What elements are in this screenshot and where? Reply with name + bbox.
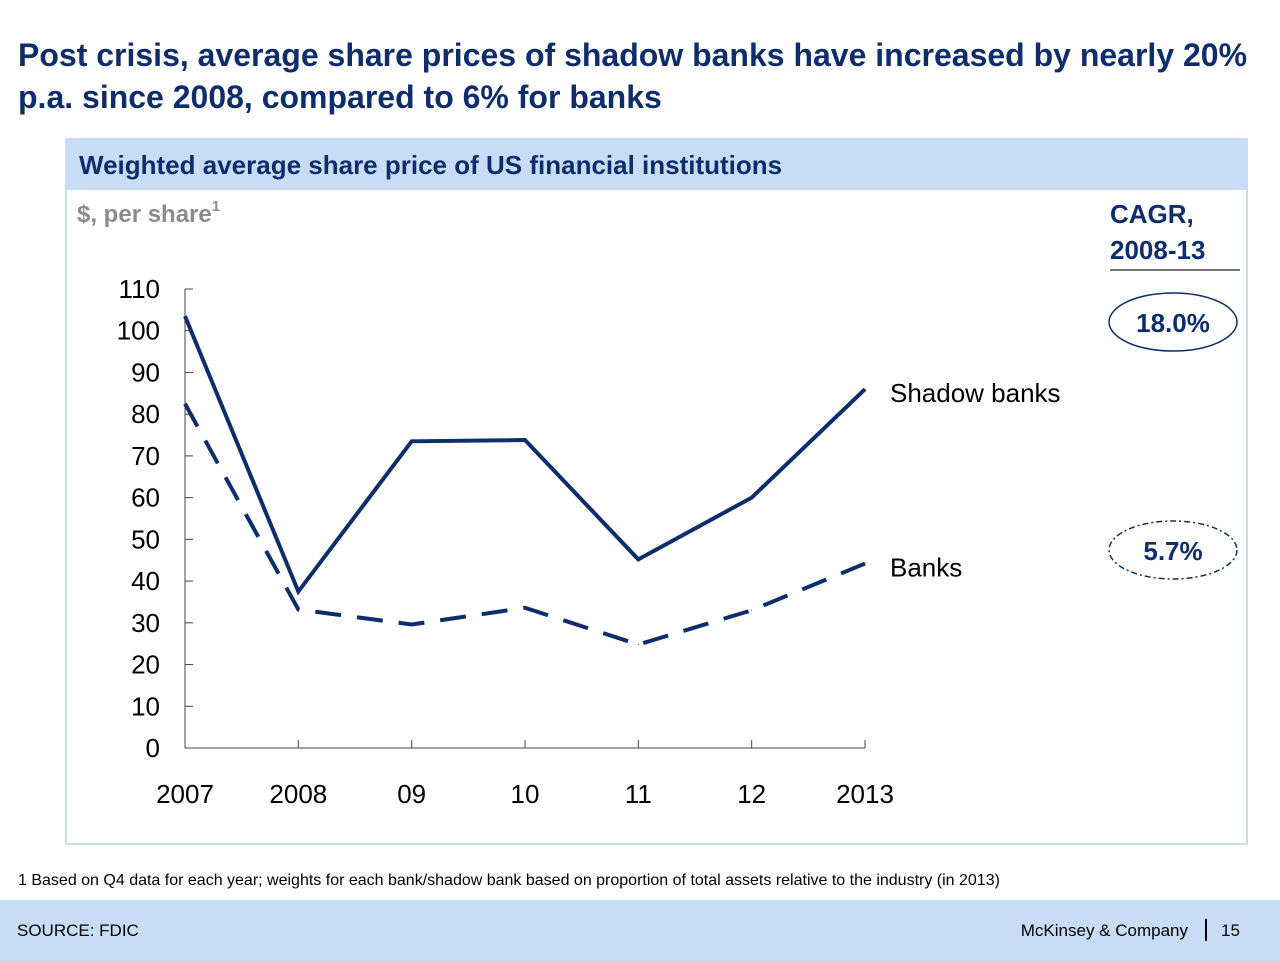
panel-header: Weighted average share price of US finan… (67, 140, 1246, 190)
data-point (411, 440, 413, 442)
page-number: 15 (1221, 921, 1240, 940)
company-name: McKinsey & Company (1020, 921, 1188, 940)
data-point (297, 591, 299, 593)
cagr-ellipse (1108, 292, 1238, 352)
data-point (751, 609, 753, 611)
cagr-ellipse (1108, 520, 1238, 580)
series-label: Banks (890, 553, 962, 583)
cagr-heading-line2: 2008-13 (1110, 235, 1206, 265)
x-tick-label: 2008 (269, 779, 327, 809)
footer-separator (1205, 919, 1207, 941)
slide-title: Post crisis, average share prices of sha… (18, 37, 1248, 115)
x-tick-label: 09 (397, 779, 426, 809)
unit-label: $, per share1 (77, 198, 221, 229)
y-tick-label: 70 (131, 441, 160, 471)
y-tick-label: 100 (117, 316, 160, 346)
x-tick-label: 12 (737, 779, 766, 809)
y-tick-label: 50 (131, 524, 160, 554)
y-tick-label: 110 (119, 274, 160, 304)
cagr-value: 5.7% (1143, 536, 1202, 566)
unit-text: $, per share (77, 201, 212, 228)
series-line-shadow-banks (183, 315, 867, 596)
cagr-heading-line1: CAGR, (1110, 199, 1194, 229)
panel-title: Weighted average share price of US finan… (79, 150, 783, 180)
y-tick-label: 40 (131, 566, 160, 596)
x-tick-label: 10 (511, 779, 540, 809)
footnote: 1 Based on Q4 data for each year; weight… (18, 872, 1000, 889)
data-point (751, 497, 753, 499)
cagr-value: 18.0% (1136, 308, 1210, 338)
unit-footnote-marker: 1 (211, 198, 221, 215)
x-tick-label: 2013 (836, 779, 894, 809)
data-point (864, 388, 866, 390)
y-tick-label: 20 (131, 650, 160, 680)
x-tick-label: 11 (625, 779, 652, 809)
y-tick-label: 10 (131, 691, 160, 721)
data-point (637, 644, 639, 646)
line-chart: 0 10 20 30 40 50 60 70 80 90 100 110 2007 2008 09 10 11 1… (117, 274, 1238, 809)
data-point (411, 623, 413, 625)
y-tick-label: 90 (131, 357, 160, 387)
data-point (297, 608, 299, 610)
data-point (184, 315, 186, 317)
y-tick-label: 30 (131, 608, 160, 638)
series-label: Shadow banks (890, 378, 1061, 408)
y-tick-label: 60 (131, 483, 160, 513)
data-point (864, 563, 866, 565)
data-point (637, 558, 639, 560)
chart-panel: Weighted average share price of US finan… (65, 138, 1248, 845)
data-point (524, 607, 526, 609)
y-tick-label: 0 (146, 733, 160, 763)
source-label: SOURCE: FDIC (17, 921, 139, 940)
y-tick-label: 80 (131, 399, 160, 429)
x-tick-label: 2007 (156, 779, 214, 809)
footer-bar: SOURCE: FDIC McKinsey & Company 15 (0, 900, 1280, 961)
data-point (524, 439, 526, 441)
cagr-heading: CAGR, 2008-13 (1110, 196, 1240, 271)
data-point (184, 403, 186, 405)
